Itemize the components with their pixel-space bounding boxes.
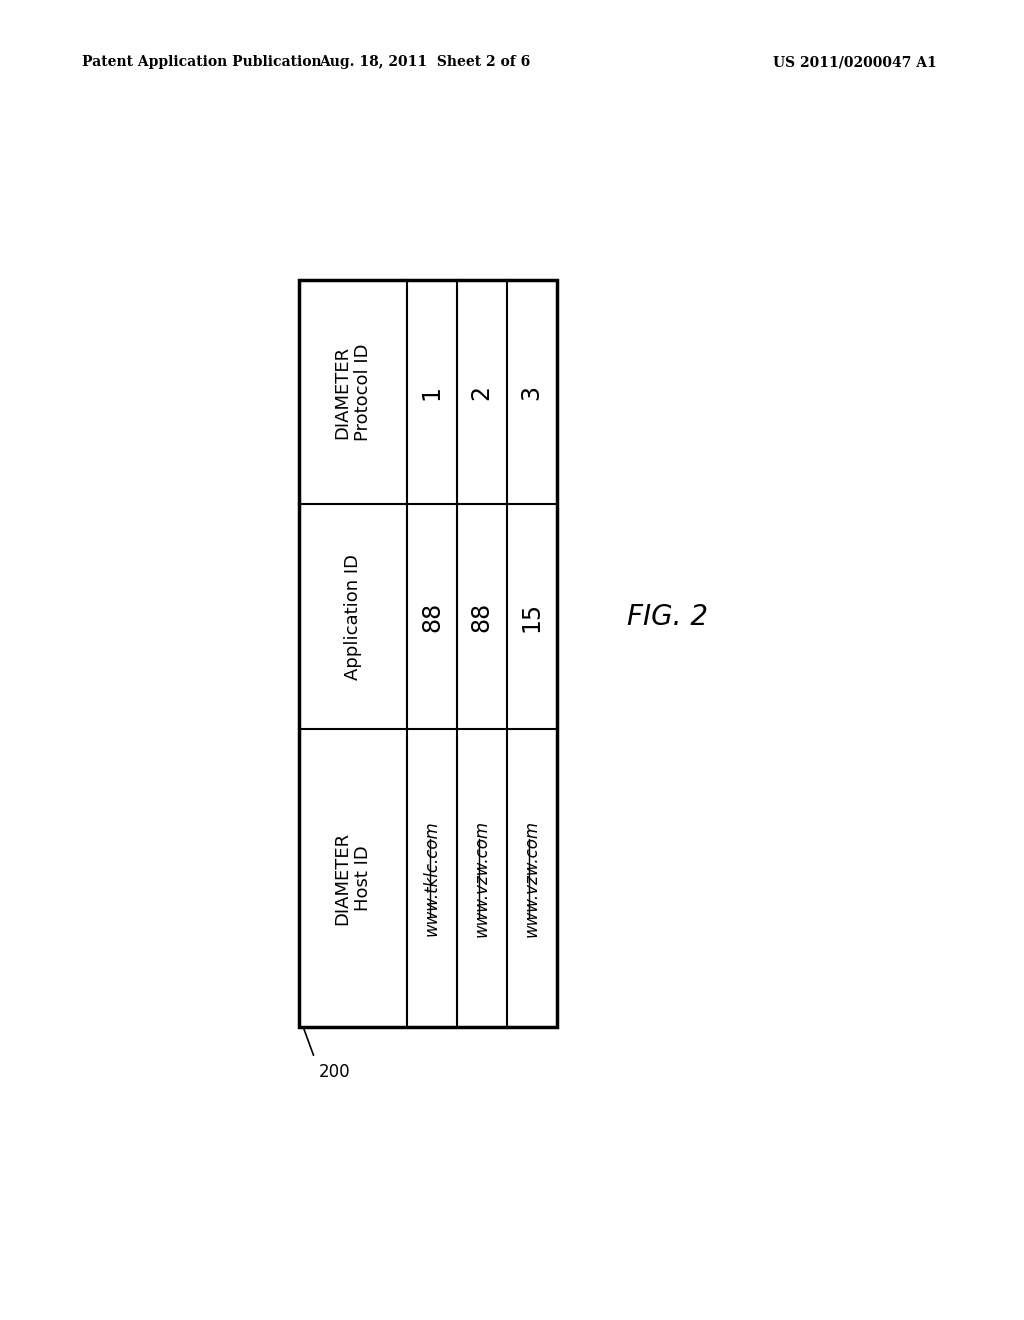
Text: 3: 3: [519, 385, 544, 400]
Text: 200: 200: [318, 1063, 350, 1081]
Text: www.vzw.com: www.vzw.com: [522, 820, 541, 937]
Text: Aug. 18, 2011  Sheet 2 of 6: Aug. 18, 2011 Sheet 2 of 6: [319, 55, 530, 70]
Text: www.tklc.com: www.tklc.com: [423, 820, 441, 936]
Text: FIG. 2: FIG. 2: [627, 602, 709, 631]
Text: 2: 2: [470, 385, 494, 400]
Text: Patent Application Publication: Patent Application Publication: [82, 55, 322, 70]
Text: 1: 1: [420, 385, 443, 400]
Text: DIAMETER
Protocol ID: DIAMETER Protocol ID: [334, 343, 372, 441]
Text: DIAMETER
Host ID: DIAMETER Host ID: [334, 832, 372, 924]
Bar: [299, 280, 557, 1027]
Text: 88: 88: [420, 602, 443, 632]
Text: US 2011/0200047 A1: US 2011/0200047 A1: [773, 55, 937, 70]
Text: Application ID: Application ID: [344, 553, 361, 680]
Text: 88: 88: [470, 602, 494, 632]
Text: 15: 15: [519, 602, 544, 631]
Text: www.vzw.com: www.vzw.com: [473, 820, 490, 937]
